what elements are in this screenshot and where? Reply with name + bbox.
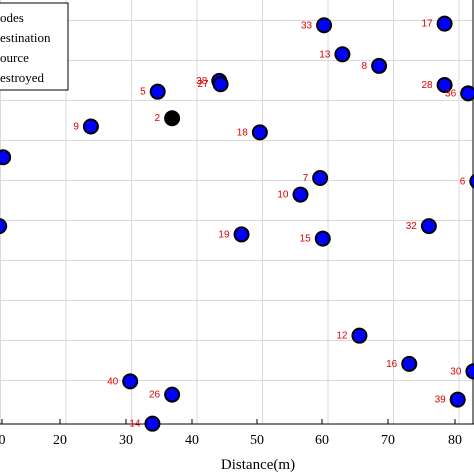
- node-label: 39: [435, 395, 447, 406]
- node-point: [149, 83, 166, 100]
- node-point: [469, 174, 474, 189]
- node-label: 19: [218, 229, 230, 240]
- node-label: 8: [362, 61, 368, 72]
- legend-entry-destroyed: estroyed: [0, 70, 45, 85]
- node-label: 16: [386, 359, 398, 370]
- node-label: 30: [450, 366, 462, 377]
- node-label: 33: [301, 20, 313, 31]
- node-point: [420, 218, 437, 235]
- x-ticks: 0 20 30 40 50 60 70 80: [0, 419, 462, 448]
- node-point: [0, 218, 8, 235]
- node-label: 2: [155, 113, 161, 124]
- node-label: 14: [129, 419, 141, 430]
- x-axis-label: Distance(m): [221, 457, 295, 473]
- node-point: [449, 391, 466, 408]
- node-label: 27: [197, 79, 209, 90]
- legend-entry-nodes: odes: [0, 10, 24, 25]
- node-point: [292, 186, 309, 203]
- grid: [0, 0, 473, 424]
- x-tick-label: 30: [119, 433, 133, 448]
- node-point: [351, 327, 368, 344]
- node-point: [144, 415, 161, 432]
- node-point: [312, 169, 329, 186]
- x-tick-label: 0: [0, 433, 6, 448]
- node-label: 12: [336, 331, 348, 342]
- node-label: 5: [140, 87, 146, 98]
- x-tick-label: 20: [53, 433, 67, 448]
- nodes: [0, 15, 474, 432]
- node-label: 18: [237, 127, 249, 138]
- node-point: [316, 17, 333, 34]
- node-label: 32: [406, 221, 418, 232]
- node-point: [233, 226, 250, 243]
- x-tick-label: 80: [448, 433, 462, 448]
- node-point: [0, 149, 12, 166]
- legend: odes estination ource estroyed: [0, 2, 69, 91]
- node-label: 28: [421, 80, 433, 91]
- legend-entry-source: ource: [0, 50, 29, 65]
- node-label: 40: [107, 376, 119, 387]
- node-label: 17: [421, 19, 433, 30]
- axes: [0, 0, 474, 425]
- node-label: 7: [303, 173, 309, 184]
- node-label: 10: [277, 190, 289, 201]
- node-labels: 3317138382752836291834761032191531216304…: [73, 19, 466, 430]
- node-point: [334, 46, 351, 63]
- node-point: [212, 76, 229, 93]
- x-tick-label: 40: [185, 433, 199, 448]
- node-point: [164, 386, 181, 403]
- node-point: [314, 230, 331, 247]
- legend-box: [0, 2, 69, 91]
- node-point: [251, 124, 268, 141]
- node-point: [82, 118, 99, 135]
- node-point: [460, 85, 474, 102]
- x-tick-label: 50: [250, 433, 264, 448]
- node-label: 6: [460, 176, 466, 187]
- legend-entry-destination: estination: [0, 30, 51, 45]
- node-label: 15: [300, 234, 312, 245]
- node-label: 13: [319, 49, 331, 60]
- x-tick-label: 70: [381, 433, 395, 448]
- node-label: 38: [196, 76, 208, 87]
- node-point: [436, 15, 453, 32]
- node-point: [371, 57, 388, 74]
- node-label: 9: [73, 122, 79, 133]
- node-label: 26: [149, 390, 161, 401]
- node-point: [401, 355, 418, 372]
- node-point: [122, 373, 139, 390]
- x-tick-label: 60: [315, 433, 329, 448]
- source-node-point: [164, 110, 181, 127]
- node-label: 36: [445, 88, 457, 99]
- node-point: [465, 363, 474, 380]
- node-point: [436, 77, 453, 94]
